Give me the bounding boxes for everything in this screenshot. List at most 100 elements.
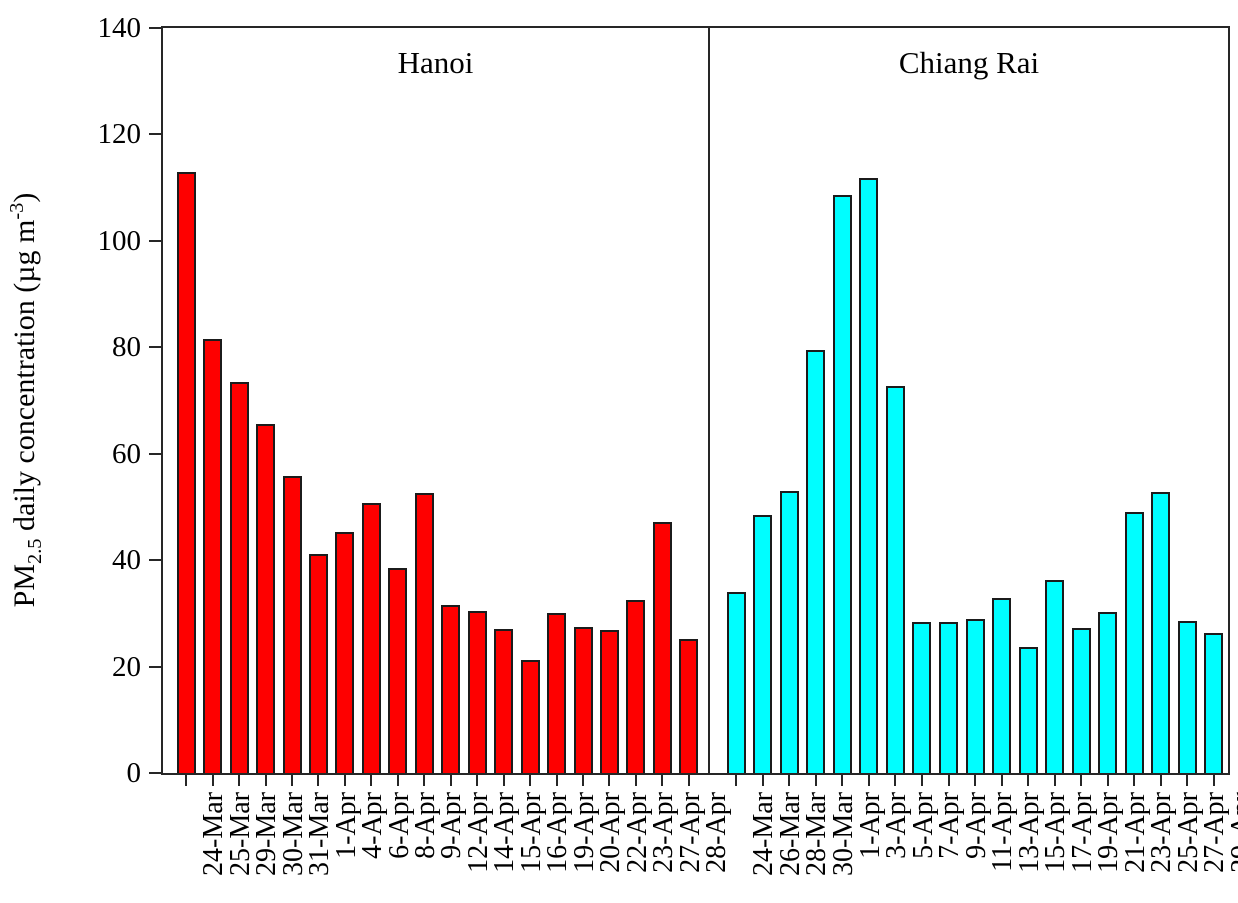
x-tick-hanoi-27-Apr	[661, 775, 664, 786]
x-tick-hanoi-12-Apr	[449, 775, 452, 786]
bar-hanoi-22-Apr	[599, 630, 619, 773]
x-tick-hanoi-6-Apr	[370, 775, 373, 786]
bar-hanoi-30-Mar	[256, 424, 276, 773]
bar-slot-chiang-rai-28-Mar: 28-Mar	[776, 28, 832, 876]
y-tick-60	[149, 452, 161, 455]
x-tick-chiang-rai-27-Apr	[1186, 775, 1189, 786]
y-tick-label-40: 40	[112, 544, 141, 577]
y-axis-label: PM2.5 daily concentration (µg m-3)	[1, 193, 51, 608]
chiang-rai-bars: 24-Mar 26-Mar 28-Mar 30-Mar 1-Apr 3-Apr 5-Apr 7…	[710, 28, 1238, 876]
bar-slot-chiang-rai-1-Apr: 1-Apr	[829, 28, 885, 859]
bar-chiang-rai-25-Apr	[1151, 491, 1171, 773]
bar-slot-chiang-rai-19-Apr: 19-Apr	[1068, 28, 1124, 873]
bar-slot-chiang-rai-26-Mar: 26-Mar	[750, 28, 806, 876]
bar-slot-hanoi-20-Apr: 20-Apr	[570, 28, 626, 873]
x-tick-chiang-rai-25-Apr	[1159, 775, 1162, 786]
x-tick-chiang-rai-30-Mar	[814, 775, 817, 786]
x-tick-label-hanoi-20-Apr: 20-Apr	[595, 792, 627, 873]
bar-hanoi-28-Apr	[679, 638, 699, 773]
bar-slot-hanoi-9-Apr: 9-Apr	[411, 28, 467, 859]
bar-hanoi-8-Apr	[388, 568, 408, 773]
x-tick-hanoi-8-Apr	[396, 775, 399, 786]
x-tick-hanoi-20-Apr	[582, 775, 585, 786]
bar-slot-hanoi-12-Apr: 12-Apr	[438, 28, 494, 873]
bar-slot-chiang-rai-3-Apr: 3-Apr	[856, 28, 912, 859]
x-tick-label-hanoi-31-Mar: 31-Mar	[304, 792, 336, 876]
y-tick-120	[149, 133, 161, 136]
bar-chiang-rai-7-Apr	[912, 622, 932, 773]
bar-slot-chiang-rai-17-Apr: 17-Apr	[1041, 28, 1098, 873]
bar-slot-chiang-rai-5-Apr: 5-Apr	[882, 28, 938, 859]
panel-title-hanoi: Hanoi	[397, 45, 474, 80]
bar-chiang-rai-19-Apr	[1071, 628, 1091, 773]
y-axis-label-mid: daily concentration (µg m	[8, 219, 41, 539]
bar-slot-hanoi-28-Apr: 28-Apr	[676, 28, 732, 873]
bar-chiang-rai-5-Apr	[885, 386, 905, 773]
x-tick-label-chiang-rai-30-Mar: 30-Mar	[827, 792, 859, 876]
x-tick-hanoi-15-Apr	[502, 775, 505, 786]
x-tick-chiang-rai-24-Mar	[735, 775, 738, 786]
x-tick-chiang-rai-21-Apr	[1106, 775, 1109, 786]
x-tick-chiang-rai-7-Apr	[920, 775, 923, 786]
bar-slot-chiang-rai-30-Mar: 30-Mar	[803, 28, 859, 876]
y-tick-label-100: 100	[97, 224, 142, 257]
bar-hanoi-24-Mar	[176, 171, 196, 773]
x-tick-hanoi-25-Mar	[211, 775, 214, 786]
bar-slot-hanoi-19-Apr: 19-Apr	[543, 28, 600, 873]
y-tick-0	[149, 772, 161, 774]
bar-chiang-rai-15-Apr	[1018, 646, 1038, 773]
bar-hanoi-29-Mar	[229, 382, 249, 773]
bar-slot-chiang-rai-23-Apr: 23-Apr	[1121, 28, 1177, 873]
x-tick-hanoi-29-Mar	[238, 775, 241, 786]
x-tick-chiang-rai-26-Mar	[761, 775, 764, 786]
x-tick-hanoi-30-Mar	[264, 775, 267, 786]
x-tick-chiang-rai-23-Apr	[1133, 775, 1136, 786]
panels-container: 24-Mar 25-Mar 29-Mar 30-Mar 31-Mar 1-Apr 4-Apr…	[163, 28, 1238, 876]
bar-hanoi-6-Apr	[361, 503, 381, 773]
y-tick-label-80: 80	[112, 331, 141, 364]
bar-hanoi-16-Apr	[520, 659, 540, 773]
bar-hanoi-20-Apr	[573, 626, 593, 773]
x-tick-hanoi-31-Mar	[291, 775, 294, 786]
bar-hanoi-12-Apr	[441, 605, 461, 773]
bar-chiang-rai-11-Apr	[965, 619, 985, 773]
bar-hanoi-14-Apr	[467, 610, 487, 773]
x-tick-chiang-rai-28-Mar	[788, 775, 791, 786]
panel-divider	[708, 28, 710, 773]
x-tick-chiang-rai-1-Apr	[841, 775, 844, 786]
bar-hanoi-31-Mar	[282, 476, 302, 773]
bar-slot-hanoi-8-Apr: 8-Apr	[385, 28, 441, 859]
bar-slot-hanoi-4-Apr: 4-Apr	[332, 28, 388, 859]
bar-slot-chiang-rai-7-Apr: 7-Apr	[909, 28, 965, 859]
x-tick-hanoi-9-Apr	[423, 775, 426, 786]
y-tick-40	[149, 559, 161, 562]
bar-slot-chiang-rai-29-Apr: 29-Apr	[1201, 28, 1238, 873]
y-tick-label-60: 60	[112, 437, 141, 470]
bar-hanoi-9-Apr	[414, 493, 434, 773]
x-tick-hanoi-19-Apr	[555, 775, 558, 786]
bar-slot-chiang-rai-25-Apr: 25-Apr	[1148, 28, 1204, 873]
panel-chiang-rai: 24-Mar 26-Mar 28-Mar 30-Mar 1-Apr 3-Apr 5-Apr 7…	[710, 28, 1238, 876]
x-tick-label-hanoi-4-Apr: 4-Apr	[356, 792, 388, 859]
bar-chiang-rai-29-Apr	[1204, 633, 1224, 773]
bar-chiang-rai-26-Mar	[753, 515, 773, 773]
y-axis-label-suffix: )	[8, 192, 41, 203]
bar-hanoi-23-Apr	[626, 600, 646, 773]
bar-slot-chiang-rai-11-Apr: 11-Apr	[962, 28, 1018, 872]
x-tick-chiang-rai-15-Apr	[1027, 775, 1030, 786]
x-tick-chiang-rai-19-Apr	[1080, 775, 1083, 786]
y-tick-label-0: 0	[126, 757, 142, 789]
y-axis-label-prefix: PM	[8, 564, 41, 608]
bar-hanoi-1-Apr	[308, 554, 328, 773]
x-tick-chiang-rai-17-Apr	[1053, 775, 1056, 786]
bar-slot-chiang-rai-15-Apr: 15-Apr	[1015, 28, 1071, 873]
bar-chiang-rai-3-Apr	[859, 178, 879, 773]
bar-slot-chiang-rai-24-Mar: 24-Mar	[723, 28, 779, 876]
y-tick-label-140: 140	[97, 12, 142, 44]
x-tick-hanoi-16-Apr	[529, 775, 532, 786]
bar-slot-chiang-rai-13-Apr: 13-Apr	[988, 28, 1045, 873]
bar-chiang-rai-9-Apr	[939, 622, 959, 773]
panel-hanoi: 24-Mar 25-Mar 29-Mar 30-Mar 31-Mar 1-Apr 4-Apr…	[163, 28, 732, 876]
y-tick-140	[149, 27, 161, 29]
x-tick-label-chiang-rai-29-Apr: 29-Apr	[1225, 792, 1238, 873]
